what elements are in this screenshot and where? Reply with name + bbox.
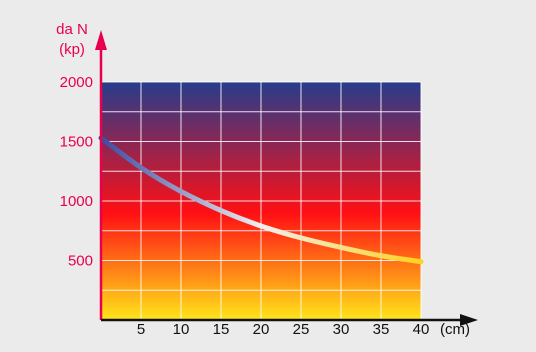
y-axis-arrow	[95, 30, 107, 50]
series-layer	[98, 135, 424, 265]
x-tick-label-35: 35	[373, 321, 390, 338]
y-axis-label-alt-unit: (kp)	[59, 41, 85, 58]
x-axis-arrow	[460, 314, 478, 326]
grid-lines	[101, 81, 422, 320]
x-tick-label-5: 5	[137, 321, 145, 338]
y-axis-label-unit: da N	[56, 21, 88, 38]
x-tick-label-20: 20	[253, 321, 270, 338]
y-tick-label-1000: 1000	[60, 193, 93, 210]
series-line-0	[98, 135, 424, 265]
x-axis-label: (cm)	[440, 321, 470, 338]
y-tick-label-1500: 1500	[60, 134, 93, 151]
y-tick-label-2000: 2000	[60, 74, 93, 91]
x-tick-label-25: 25	[293, 321, 310, 338]
axes	[95, 30, 478, 326]
x-tick-label-15: 15	[213, 321, 230, 338]
y-tick-label-500: 500	[68, 253, 93, 270]
tick-labels: 500 1000 1500 2000 5 10 15 20 25 30 35 40	[60, 74, 430, 338]
x-tick-label-10: 10	[173, 321, 190, 338]
x-tick-label-40: 40	[413, 321, 430, 338]
x-tick-label-30: 30	[333, 321, 350, 338]
